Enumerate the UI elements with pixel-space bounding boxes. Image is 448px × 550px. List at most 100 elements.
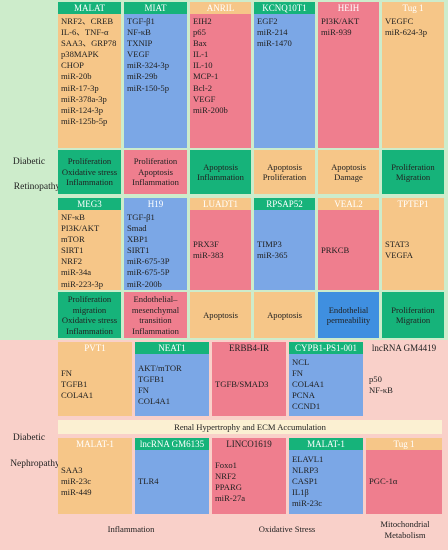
effect-line: Oxidative stress: [61, 166, 118, 177]
target-item: FN: [138, 384, 149, 395]
target-list: AKT/mTOR TGFB1 FN COL4A1: [135, 354, 209, 416]
target-list: PI3K/AKT miR-939: [318, 14, 379, 148]
target-item: PRX3F: [193, 239, 219, 249]
effect-line: Apoptosis: [331, 161, 366, 172]
effect-box: Apoptosis: [254, 292, 315, 338]
lncrna-header-lncrna-gm4419: lncRNA GM4419: [366, 342, 442, 354]
target-item: NCL: [292, 357, 310, 367]
effect-line: Proliferation: [133, 156, 178, 167]
target-item: SIRT1: [127, 245, 150, 256]
target-list: TGFB/SMAD3: [212, 354, 286, 416]
effect-line: Oxidative stress: [61, 315, 118, 325]
target-item: TIMP3: [257, 239, 282, 249]
target-item: Foxo1: [215, 459, 237, 470]
target-list: PGC-1α: [366, 450, 442, 514]
effect-line: Endothelial: [328, 304, 369, 315]
effect-line: Apoptosis: [267, 309, 302, 320]
effect-box: Proliferation Apoptosis Inflammation: [124, 150, 187, 194]
target-item: STAT3: [385, 239, 410, 249]
target-item: PI3K/AKT: [321, 16, 360, 26]
target-item: miR-383: [193, 250, 224, 261]
target-list: NCL FN COL4A1 PCNA CCND1: [289, 354, 363, 416]
effect-line: Proliferation: [391, 161, 435, 172]
target-list: ELAVL1 NLRP3 CASP1 IL1β miR-23c: [289, 450, 363, 514]
target-item: miR-20b: [61, 71, 92, 82]
target-item: TGFB1: [61, 379, 88, 390]
target-list: SAA3 miR-23c miR-449: [58, 450, 132, 514]
target-item: COL4A1: [61, 390, 93, 401]
target-item: CASP1: [292, 476, 318, 487]
target-item: VEGF: [127, 49, 150, 60]
lncrna-header-veal2: VEAL2: [318, 198, 379, 210]
target-item: miR-449: [61, 487, 92, 498]
target-list: Foxo1 NRF2 PPARG miR-27a: [212, 450, 286, 514]
target-item: miR-365: [257, 250, 288, 261]
target-item: NF-κB: [127, 27, 151, 38]
effect-box: Endothelial permeability: [318, 292, 379, 338]
effect-line: Proliferation: [67, 294, 112, 304]
renal-hypertrophy-effect: Renal Hypertrophy and ECM Accumulation: [58, 420, 442, 434]
nephropathy-label: Diabetic: [12, 433, 46, 443]
target-item: VEGFA: [385, 250, 414, 261]
target-item: PI3K/AKT: [61, 223, 100, 234]
target-item: VEGF: [193, 93, 216, 104]
target-item: TGF-β1: [127, 16, 155, 26]
target-item: EGF2: [257, 16, 278, 26]
lncrna-header-heih: HEIH: [318, 2, 379, 14]
target-item: PGC-1α: [369, 476, 398, 487]
target-item: miR-23c: [61, 476, 92, 487]
effect-line: Proliferation: [391, 304, 435, 315]
lncrna-header-malat: MALAT: [58, 2, 121, 14]
lncrna-header-neat1: NEAT1: [135, 342, 209, 354]
target-list: FN TGFB1 COL4A1: [58, 354, 132, 416]
target-item: COL4A1: [292, 379, 324, 390]
effect-box: Apoptosis Inflammation: [190, 150, 251, 194]
inflammation-effect: Inflammation: [107, 524, 155, 534]
lncrna-header-luadt1: LUADT1: [190, 198, 251, 210]
effect-line: Apoptosis: [267, 161, 302, 172]
target-item: miR-675-3P: [127, 256, 170, 267]
lncrna-header-linco1619: LINCO1619: [212, 438, 286, 450]
lncrna-header-tug-1: Tug 1: [366, 438, 442, 450]
target-list: NF-κB PI3K/AKT mTOR SIRT1 NRF2 miR-34a miR-223…: [58, 210, 121, 311]
target-list: TIMP3 miR-365: [254, 210, 315, 290]
target-item: miR-124-3p: [61, 104, 104, 115]
target-item: ELAVL1: [292, 454, 324, 464]
target-list: TGF-β1 Smad XBP1 SIRT1 miR-675-3P miR-675-5P m…: [124, 210, 187, 311]
target-item: SIRT1: [61, 245, 84, 256]
target-list: TLR4: [135, 450, 209, 514]
target-item: p38MAPK: [61, 49, 99, 60]
target-list: PRKCB: [318, 210, 379, 290]
effect-line: permeability: [326, 315, 371, 325]
effect-box: Apoptosis Damage: [318, 150, 379, 194]
target-item: miR-29b: [127, 71, 158, 82]
target-item: VEGFC: [385, 16, 414, 26]
retinopathy-label-line2: Retinopathy: [13, 182, 61, 192]
lncrna-header-pvt1: PVT1: [58, 342, 132, 354]
effect-line: Inflammation: [66, 325, 113, 336]
effect-line: Endothelial–: [133, 294, 178, 304]
target-list: VEGFC miR-624-3p: [382, 14, 444, 148]
effect-box: Proliferation Oxidative stress Inflammatio…: [58, 150, 121, 194]
target-item: Bax: [193, 38, 207, 49]
effect-line: Inflammation: [66, 177, 113, 188]
target-item: miR-200b: [127, 278, 162, 289]
target-item: miR-214: [257, 27, 288, 38]
target-item: TGFB1: [138, 373, 165, 384]
effect-line: Proliferation: [67, 156, 112, 167]
target-item: IL-6、TNF-α: [61, 27, 109, 38]
target-list: PRX3F miR-383: [190, 210, 251, 290]
effect-box: Proliferation Migration: [382, 150, 444, 194]
effect-line: Migration: [395, 172, 431, 182]
target-item: miR-939: [321, 27, 352, 38]
nephropathy-label-line2: Nephropathy: [10, 459, 60, 469]
effect-box: Proliferation Migration: [382, 292, 444, 338]
effect-line: Apoptosis: [203, 309, 238, 320]
target-item: PRKCB: [321, 244, 350, 255]
target-item: Smad: [127, 223, 147, 234]
target-item: mTOR: [61, 234, 85, 245]
target-list: NRF2、CREB IL-6、TNF-α SAA3、GRP78 p38MAPK CHOP…: [58, 14, 121, 148]
target-item: FN: [292, 368, 303, 379]
target-item: CHOP: [61, 60, 84, 71]
